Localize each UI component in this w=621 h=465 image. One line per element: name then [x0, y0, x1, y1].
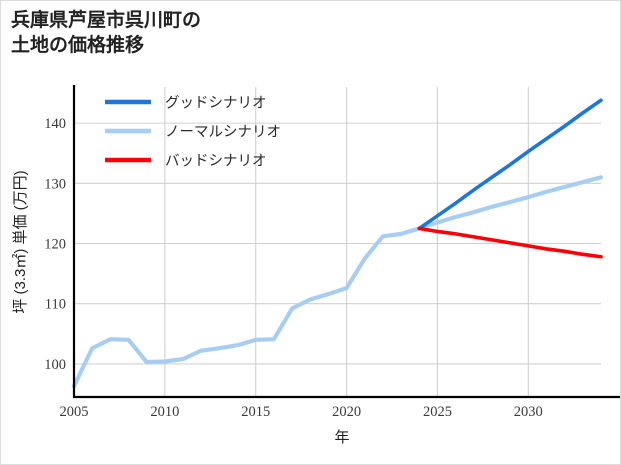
legend-label-bad: バッドシナリオ — [165, 154, 267, 170]
series-lines — [71, 98, 604, 389]
y-axis-title: 坪 (3.3㎡) 単価 (万円) — [12, 170, 29, 313]
series-bad — [417, 226, 603, 259]
x-tick: 2025 — [423, 404, 452, 420]
x-tick: 2030 — [514, 404, 543, 420]
y-tick: 140 — [44, 116, 66, 132]
y-tick: 100 — [44, 357, 66, 373]
legend-label-normal: ノーマルシナリオ — [165, 125, 281, 141]
axis-spines — [72, 85, 620, 399]
gridlines — [73, 87, 601, 397]
x-tick: 2015 — [241, 404, 270, 420]
x-tick: 2005 — [60, 404, 89, 420]
series-normal — [71, 175, 604, 389]
legend-label-good: グッドシナリオ — [165, 95, 267, 112]
x-tick: 2010 — [150, 404, 179, 420]
x-tick: 2020 — [332, 404, 361, 420]
x-axis-title: 年 — [334, 429, 349, 446]
y-tick: 130 — [44, 176, 66, 192]
chart-title: 兵庫県芦屋市呉川町の 土地の価格推移 — [11, 10, 202, 56]
y-tick: 120 — [44, 237, 66, 253]
x-tick-labels: 2005 2010 2015 2020 2025 2030 — [60, 404, 543, 420]
y-tick-labels: 100 110 120 130 140 — [44, 116, 66, 373]
y-tick: 110 — [45, 297, 66, 313]
series-good — [417, 98, 603, 231]
